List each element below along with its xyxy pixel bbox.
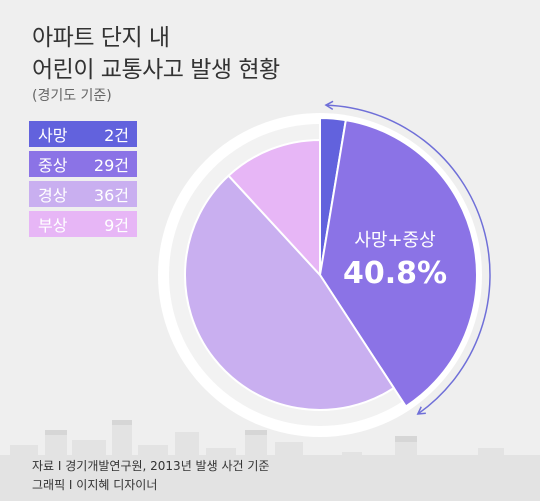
title-line-1: 아파트 단지 내 xyxy=(32,25,170,51)
legend-label: 부상 xyxy=(38,216,68,235)
legend-value: 36건 xyxy=(93,186,129,205)
legend-value: 29건 xyxy=(93,156,129,175)
pie-slice xyxy=(227,138,321,278)
chart-subtitle: (경기도 기준) xyxy=(32,88,112,104)
legend-item: 경상 36건 xyxy=(29,181,137,207)
arc-arrow-end xyxy=(416,406,426,415)
legend-value: 9건 xyxy=(104,216,129,235)
legend-item: 사망 2건 xyxy=(29,121,137,147)
legend-item: 부상 9건 xyxy=(29,211,137,237)
chart-title: 아파트 단지 내 어린이 교통사고 발생 현황 xyxy=(32,22,280,86)
highlight-value: 40.8% xyxy=(343,256,447,291)
legend-label: 사망 xyxy=(38,126,68,145)
highlight-label: 사망+중상 xyxy=(354,230,435,251)
source-line-1: 자료 I 경기개발연구원, 2013년 발생 사건 기준 xyxy=(32,459,270,473)
source-line-2: 그래픽 I 이지혜 디자이너 xyxy=(32,478,158,492)
pie-slice xyxy=(184,174,396,411)
arc-arrow-start xyxy=(324,100,334,110)
legend-label: 중상 xyxy=(38,156,68,175)
legend-label: 경상 xyxy=(38,186,68,205)
source-note: 자료 I 경기개발연구원, 2013년 발생 사건 기준 그래픽 I 이지혜 디… xyxy=(32,457,269,495)
highlight-arc xyxy=(325,104,491,415)
title-line-2: 어린이 교통사고 발생 현황 xyxy=(32,57,280,83)
legend-item: 중상 29건 xyxy=(29,151,137,177)
legend-value: 2건 xyxy=(104,126,129,145)
